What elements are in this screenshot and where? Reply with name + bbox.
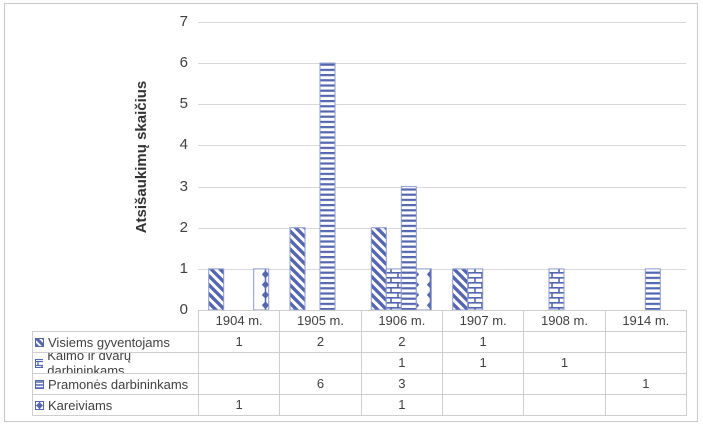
value-cell bbox=[199, 353, 281, 374]
data-table: Visiems gyventojams 1 2 2 1 Kaimo ir dvarų da… bbox=[32, 331, 687, 416]
bar bbox=[548, 268, 565, 311]
bar bbox=[400, 186, 417, 311]
bar bbox=[467, 268, 484, 311]
figure-border bbox=[4, 3, 698, 422]
table-row: Kareiviams 1 1 bbox=[33, 395, 687, 416]
plot-area bbox=[198, 22, 687, 317]
bar bbox=[370, 227, 387, 311]
value-cell: 3 bbox=[361, 374, 443, 395]
value-cell: 6 bbox=[280, 374, 362, 395]
bar bbox=[415, 268, 432, 311]
bar bbox=[208, 268, 225, 311]
brick-icon bbox=[35, 358, 44, 368]
value-cell bbox=[524, 395, 606, 416]
series-name: Kareiviams bbox=[48, 397, 113, 413]
x-axis-label: 1906 m. bbox=[361, 310, 443, 331]
series-label-cell: Kareiviams bbox=[33, 395, 199, 416]
bar bbox=[644, 268, 661, 311]
table-row: Visiems gyventojams 1 2 2 1 bbox=[33, 332, 687, 353]
x-axis-category-row: 1904 m. 1905 m. 1906 m. 1907 m. 1908 m. 1914 … bbox=[198, 310, 687, 331]
bar bbox=[289, 227, 306, 311]
bar bbox=[253, 268, 270, 311]
value-cell bbox=[443, 395, 525, 416]
value-cell: 1 bbox=[199, 395, 281, 416]
value-cell: 1 bbox=[443, 353, 525, 374]
table-row: Pramonės darbininkams 6 3 1 bbox=[33, 374, 687, 395]
series-name: Pramonės darbininkams bbox=[48, 376, 189, 392]
value-cell: 1 bbox=[361, 395, 443, 416]
series-name: Kaimo ir dvarų darbininkams bbox=[47, 353, 132, 374]
value-cell: 2 bbox=[280, 332, 362, 353]
value-cell: 1 bbox=[605, 374, 687, 395]
value-cell: 2 bbox=[361, 332, 443, 353]
series-label-cell: Visiems gyventojams bbox=[33, 332, 199, 353]
value-cell bbox=[605, 395, 687, 416]
bar bbox=[319, 62, 336, 311]
value-cell: 1 bbox=[361, 353, 443, 374]
value-cell: 1 bbox=[443, 332, 525, 353]
bar-chart-svg bbox=[198, 22, 686, 311]
bar bbox=[385, 268, 402, 311]
table-row: Kaimo ir dvarų darbininkams 1 1 1 bbox=[33, 353, 687, 374]
value-cell: 1 bbox=[199, 332, 281, 353]
value-cell: 1 bbox=[524, 353, 606, 374]
value-cell bbox=[199, 374, 281, 395]
value-cell bbox=[280, 353, 362, 374]
x-axis-label: 1904 m. bbox=[198, 310, 281, 331]
x-axis-label: 1914 m. bbox=[605, 310, 687, 331]
value-cell bbox=[280, 395, 362, 416]
series-label-cell: Pramonės darbininkams bbox=[33, 374, 199, 395]
horizontal-stripe-icon bbox=[35, 379, 44, 389]
diagonal-stripe-icon bbox=[35, 337, 44, 347]
x-axis-label: 1905 m. bbox=[280, 310, 362, 331]
bar bbox=[452, 268, 469, 311]
series-name: Visiems gyventojams bbox=[48, 334, 170, 350]
value-cell bbox=[524, 332, 606, 353]
value-cell bbox=[524, 374, 606, 395]
x-axis-label: 1908 m. bbox=[524, 310, 606, 331]
series-label-cell: Kaimo ir dvarų darbininkams bbox=[33, 353, 199, 374]
y-axis-title: Atsišaukimų skaičius bbox=[133, 80, 150, 234]
value-cell bbox=[443, 374, 525, 395]
diamond-icon bbox=[35, 400, 44, 410]
x-axis-label: 1907 m. bbox=[442, 310, 525, 331]
value-cell bbox=[605, 332, 687, 353]
value-cell bbox=[605, 353, 687, 374]
